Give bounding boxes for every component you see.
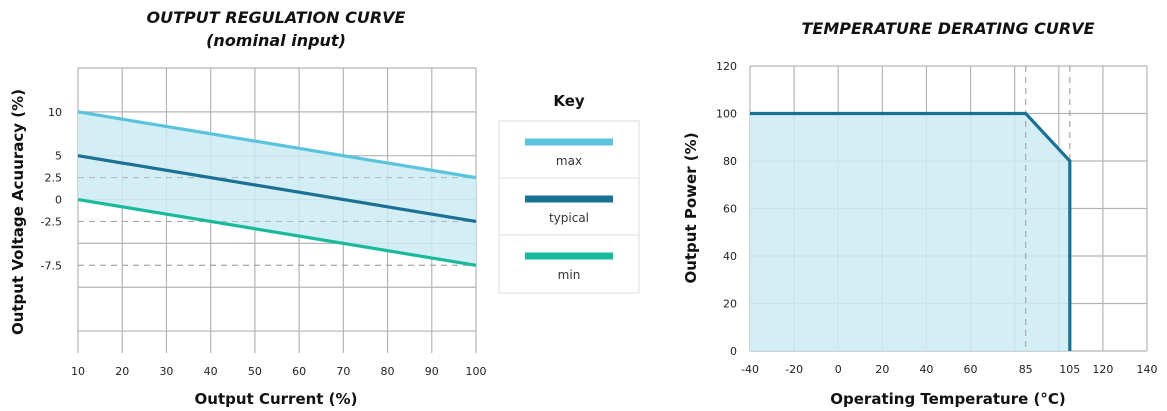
series-line-max <box>77 110 477 180</box>
x-axis-title: Operating Temperature (°C) <box>830 390 1065 408</box>
plot-area: 10 20 30 40 50 60 70 80 90 100 10 5 2.5 0 -2.5 -7.5 <box>41 67 487 378</box>
legend: Key max typical min <box>498 92 640 294</box>
y-tick-label: 0 <box>55 194 62 207</box>
x-tick-label: 120 <box>1092 363 1113 376</box>
x-tick-label: 80 <box>381 365 395 378</box>
y-axis-title: Output Voltage Acuuracy (%) <box>9 89 27 335</box>
y-tick-label: 0 <box>730 345 737 358</box>
series-line-min <box>77 197 477 267</box>
chart-title: TEMPERATURE DERATING CURVE <box>801 19 1094 38</box>
temperature-derating-chart: TEMPERATURE DERATING CURVE -40 -20 0 20 40 60… <box>682 19 1158 408</box>
y-tick-label: -7.5 <box>41 259 62 272</box>
legend-label-typical: typical <box>549 211 589 225</box>
series-line-typical <box>77 154 477 224</box>
y-tick-label: 2.5 <box>45 172 63 185</box>
x-tick-label: 0 <box>835 363 842 376</box>
x-tick-label: 10 <box>71 365 85 378</box>
y-tick-label: 120 <box>716 60 737 73</box>
x-tick-label: 40 <box>919 363 933 376</box>
x-tick-label: 30 <box>159 365 173 378</box>
x-tick-label: 140 <box>1137 363 1158 376</box>
x-tick-label: -40 <box>741 363 759 376</box>
legend-label-max: max <box>556 154 582 168</box>
chart-title: OUTPUT REGULATION CURVE <box>147 8 406 27</box>
chart-subtitle: (nominal input) <box>206 31 346 50</box>
plot-area: -40 -20 0 20 40 60 85 105 120 140 0 20 40 60 80 100 120 <box>716 60 1158 376</box>
x-axis-title: Output Current (%) <box>195 390 358 408</box>
x-tick-label: 60 <box>292 365 306 378</box>
y-tick-label: 10 <box>48 106 62 119</box>
x-tick-label: 50 <box>248 365 262 378</box>
y-tick-label: 100 <box>716 108 737 121</box>
x-tick-label: 40 <box>204 365 218 378</box>
legend-label-min: min <box>558 268 581 282</box>
x-tick-label: 20 <box>115 365 129 378</box>
legend-title: Key <box>553 92 585 110</box>
legend-box <box>498 120 640 294</box>
derating-area <box>750 113 1070 351</box>
y-tick-label: 20 <box>723 298 737 311</box>
x-tick-label: 105 <box>1059 363 1080 376</box>
y-tick-label: -2.5 <box>41 215 62 228</box>
x-tick-label: 100 <box>466 365 487 378</box>
y-tick-label: 60 <box>723 203 737 216</box>
x-tick-label: 90 <box>425 365 439 378</box>
y-axis-title: Output Power (%) <box>682 132 700 283</box>
x-tick-label: 20 <box>875 363 889 376</box>
y-tick-label: 5 <box>55 150 62 163</box>
x-tick-label: 85 <box>1019 363 1033 376</box>
x-tick-label: 70 <box>336 365 350 378</box>
x-tick-label: 60 <box>964 363 978 376</box>
derating-line <box>750 111 1072 351</box>
output-regulation-chart: OUTPUT REGULATION CURVE (nominal input) … <box>9 8 487 408</box>
y-tick-label: 40 <box>723 250 737 263</box>
x-tick-label: -20 <box>785 363 803 376</box>
y-tick-label: 80 <box>723 155 737 168</box>
